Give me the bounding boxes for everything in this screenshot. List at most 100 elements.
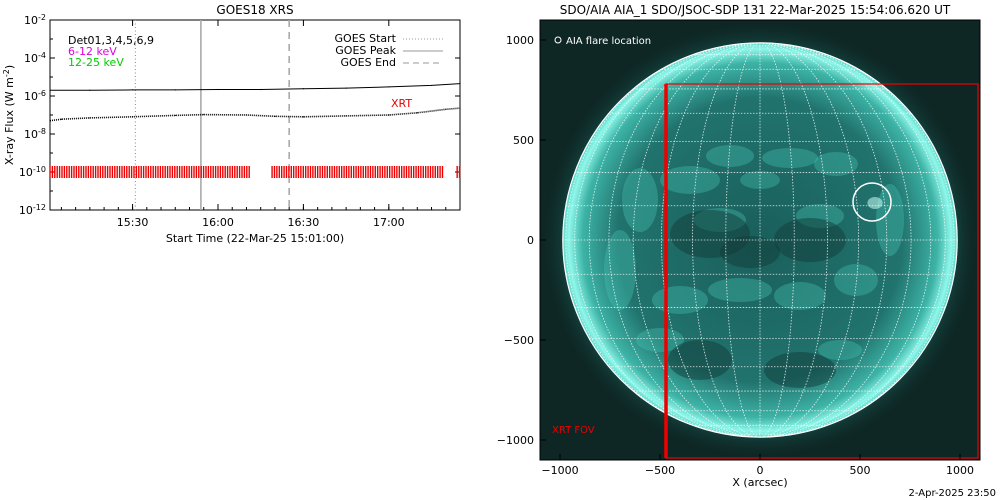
x-tick-label: 15:30 <box>117 216 149 229</box>
data-point <box>49 120 51 122</box>
aia-y-axis: −1000 −500 0 500 1000 <box>497 34 546 447</box>
data-point <box>302 88 305 90</box>
data-point <box>131 89 134 91</box>
aia-legend-circle-icon <box>554 36 562 44</box>
data-point <box>245 114 248 116</box>
longitude-line <box>759 42 955 438</box>
data-point <box>274 115 276 117</box>
band-low-label: 6-12 keV <box>68 45 117 58</box>
active-region <box>622 168 658 232</box>
xrt-label: XRT <box>391 97 412 110</box>
data-point <box>203 113 205 116</box>
xrt-coverage-interval <box>456 166 461 178</box>
flare-brightening <box>867 197 883 209</box>
data-point <box>89 89 91 91</box>
longitude-line <box>632 42 761 438</box>
longitude-line <box>759 42 888 438</box>
data-point <box>49 89 51 91</box>
longitude-line <box>565 42 761 438</box>
goes-legend: GOES Start GOES Peak GOES End <box>335 32 443 69</box>
aia-x-tick-label: 0 <box>757 464 764 477</box>
longitude-line <box>759 42 828 438</box>
aia-title: SDO/AIA AIA_1 SDO/JSOC-SDP 131 22-Mar-20… <box>560 3 951 17</box>
goes-event-lines <box>134 20 290 210</box>
dark-region <box>668 340 732 380</box>
longitude-line <box>725 42 761 438</box>
longitude-line <box>574 42 761 438</box>
longitude-line <box>608 42 761 438</box>
x-tick-label: 16:00 <box>202 216 234 229</box>
data-point <box>89 117 91 119</box>
dark-region <box>764 352 836 388</box>
goes-xlabel: Start Time (22-Mar-25 15:01:00) <box>166 232 344 245</box>
legend-goes-peak-label: GOES Peak <box>335 44 396 57</box>
legend-goes-end-label: GOES End <box>340 56 396 69</box>
y-tick-label: 10-8 <box>24 127 46 142</box>
dark-region <box>720 236 780 268</box>
active-region <box>834 264 878 296</box>
data-point <box>388 86 390 88</box>
aia-xlabel: X (arcsec) <box>732 476 787 489</box>
data-point <box>459 107 461 109</box>
data-point <box>345 87 347 89</box>
aia-x-tick-label: 1000 <box>946 464 974 477</box>
xrt-coverage-interval <box>271 166 444 178</box>
aia-legend-label: AIA flare location <box>566 36 651 47</box>
aia-y-tick-label: 500 <box>513 134 534 147</box>
aia-y-tick-label: −1000 <box>497 434 534 447</box>
goes-long-channel-line <box>50 83 461 91</box>
band-high-label: 12-25 keV <box>68 56 124 69</box>
active-region <box>708 278 772 302</box>
active-region <box>818 340 862 360</box>
detector-label: Det01,3,4,5,6,9 <box>68 34 154 47</box>
data-point <box>416 112 418 114</box>
aia-flare-location-marker <box>852 182 892 222</box>
active-region <box>652 286 708 314</box>
goes-x-axis: 15:30 16:00 16:30 17:00 <box>60 20 461 229</box>
data-point <box>345 115 347 117</box>
longitude-line <box>759 42 946 438</box>
data-point <box>260 88 262 91</box>
active-region <box>604 230 636 310</box>
goes-short-channel-line <box>49 107 461 122</box>
aia-x-tick-label: 500 <box>850 464 871 477</box>
footer-timestamp: 2-Apr-2025 23:50 <box>909 488 996 499</box>
legend-goes-start-label: GOES Start <box>335 32 397 45</box>
y-tick-label: 10-12 <box>19 203 46 218</box>
goes-ylabel: X-ray Flux (W m-2) <box>2 65 17 165</box>
data-point <box>445 108 447 110</box>
data-point <box>459 82 461 85</box>
y-tick-label: 10-6 <box>24 89 46 104</box>
x-tick-label: 17:00 <box>373 216 405 229</box>
active-region <box>774 282 826 310</box>
data-point <box>174 89 176 91</box>
aia-y-tick-label: 1000 <box>506 34 534 47</box>
data-point <box>388 114 390 116</box>
xrt-coverage-interval <box>49 166 250 178</box>
data-point <box>131 116 134 118</box>
data-point <box>302 116 305 118</box>
longitude-line <box>759 42 912 438</box>
longitude-line <box>759 42 795 438</box>
active-region <box>762 148 818 168</box>
aia-y-tick-label: 0 <box>527 234 534 247</box>
longitude-line <box>588 42 761 438</box>
solar-active-regions <box>604 145 904 388</box>
aia-x-tick-label: −1000 <box>541 464 578 477</box>
aia-panel: SDO/AIA AIA_1 SDO/JSOC-SDP 131 22-Mar-20… <box>497 3 996 499</box>
xrt-fov-label: XRT FOV <box>552 425 595 436</box>
xrt-coverage <box>49 166 461 178</box>
y-tick-label: 10-2 <box>24 13 46 28</box>
data-point <box>174 114 176 117</box>
y-tick-label: 10-4 <box>24 51 46 66</box>
y-tick-label: 10-10 <box>19 165 46 180</box>
active-region <box>740 171 780 189</box>
longitude-line <box>759 42 932 438</box>
aia-y-tick-label: −500 <box>504 334 534 347</box>
goes-series <box>49 82 461 122</box>
longitude-line <box>692 42 761 438</box>
active-region <box>660 166 720 194</box>
active-region <box>706 145 754 167</box>
x-tick-label: 16:30 <box>288 216 320 229</box>
